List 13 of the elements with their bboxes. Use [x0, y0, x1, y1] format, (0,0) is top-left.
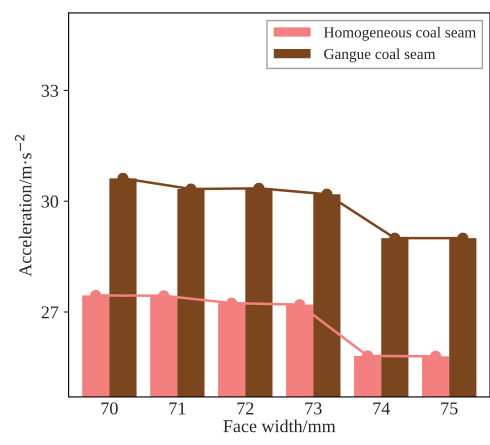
x-tick-label: 75 — [441, 402, 458, 415]
y-tick-label: 30 — [42, 195, 58, 208]
legend-label: Gangue coal seam — [324, 48, 436, 62]
y-axis-title: Acceleration/m·s$^{−2}$ — [14, 134, 32, 277]
y-tick-label: 33 — [42, 84, 58, 97]
x-axis-title: Face width/mm — [223, 420, 336, 432]
x-tick-label: 73 — [305, 402, 322, 415]
x-tick-label: 70 — [102, 402, 118, 415]
x-tick-label: 71 — [170, 402, 186, 414]
x-tick-label: 72 — [237, 402, 254, 414]
legend-label: Homogeneous coal seam — [324, 26, 476, 41]
x-tick-label: 74 — [373, 402, 390, 414]
y-tick-label: 27 — [42, 306, 58, 318]
